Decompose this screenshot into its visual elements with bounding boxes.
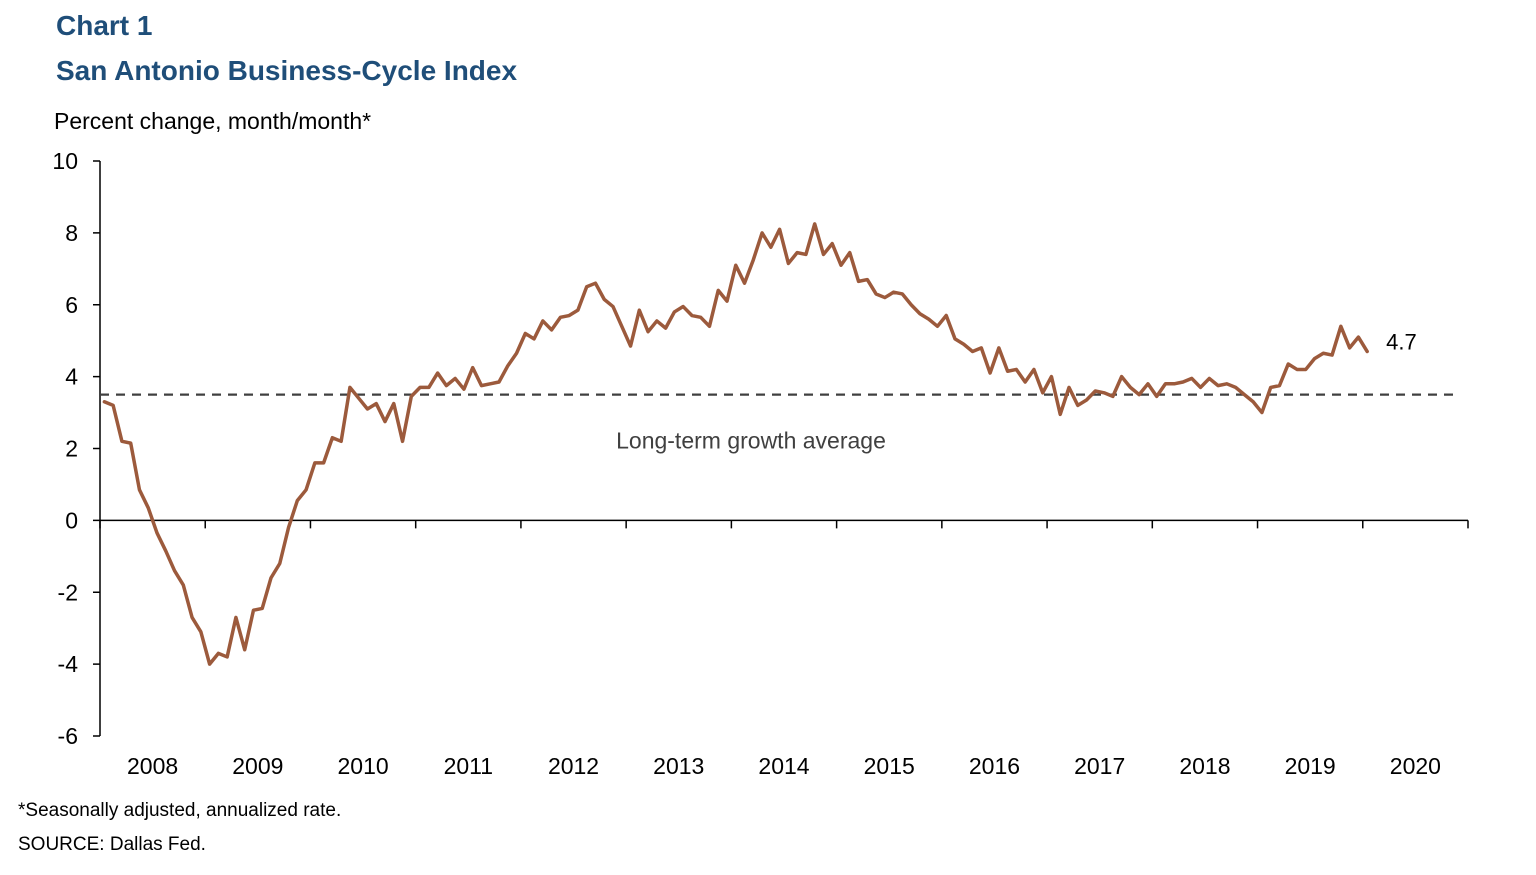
series-line [102,222,1369,666]
axes: 10 8 6 4 2 0 -2 -4 -6 2008 2009 2010 2011 2012 2013 201… [52,148,1469,779]
x-tick-label: 2011 [444,753,493,779]
y-tick-label: -2 [58,579,78,605]
end-value-label: 4.7 [1386,329,1417,354]
x-tick-label: 2009 [232,753,283,779]
y-tick-label: 0 [65,507,78,533]
x-tick-label: 2015 [864,753,915,779]
source-note: SOURCE: Dallas Fed. [18,834,206,855]
y-tick-label: 4 [65,364,78,390]
label-group: 4.7 [1386,329,1417,354]
y-tick-label: 10 [52,148,78,174]
y-tick-label: -6 [58,723,78,749]
x-tick-label: 2010 [337,753,388,779]
x-tick-label: 2013 [653,753,704,779]
chart-number: Chart 1 [56,10,153,41]
x-tick-label: 2017 [1074,753,1125,779]
y-tick-label: 6 [65,292,78,318]
x-tick-label: 2014 [758,753,809,779]
line-chart: 10 8 6 4 2 0 -2 -4 -6 2008 2009 2010 2011 2012 2013 201… [52,148,1469,779]
reference-line-group: Long-term growth average [100,393,1460,454]
y-tick-label: 8 [65,220,78,246]
reference-line-label: Long-term growth average [616,428,886,454]
x-tick-label: 2018 [1179,753,1230,779]
footnote: *Seasonally adjusted, annualized rate. [18,800,342,821]
chart-title: San Antonio Business-Cycle Index [56,55,518,86]
x-tick-label: 2016 [969,753,1020,779]
y-axis-label: Percent change, month/month* [54,108,372,134]
series-group [102,222,1369,666]
x-tick-label: 2008 [127,753,178,779]
x-tick-label: 2019 [1285,753,1336,779]
y-tick-label: -4 [58,651,79,677]
x-tick-label: 2012 [548,753,599,779]
y-tick-label: 2 [65,436,78,462]
x-tick-label: 2020 [1390,753,1441,779]
